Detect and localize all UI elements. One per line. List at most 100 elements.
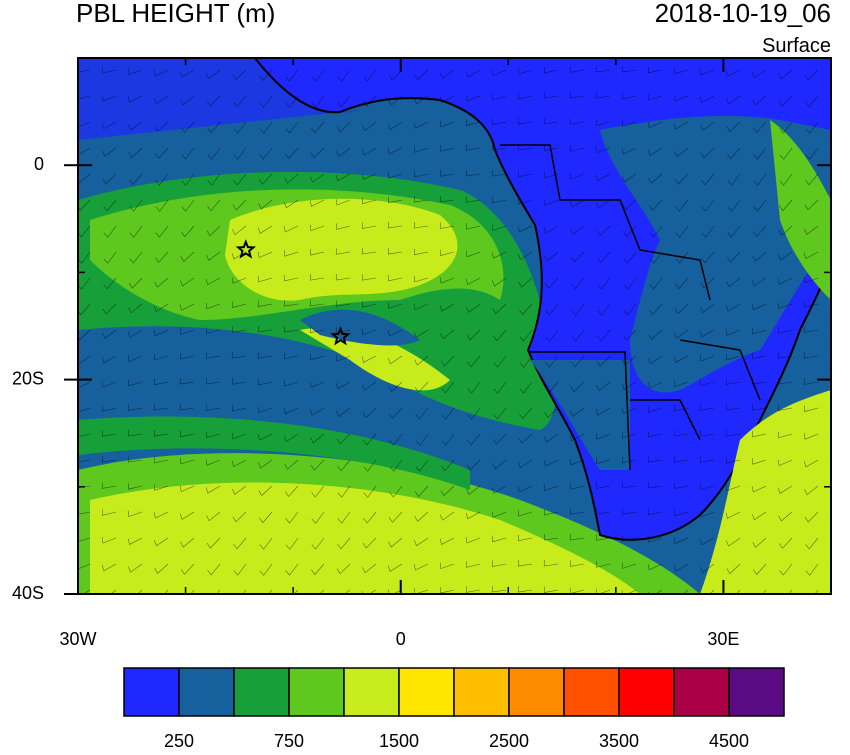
wind-barb xyxy=(232,69,247,81)
wind-barb xyxy=(257,251,273,259)
wind-barb xyxy=(751,378,767,385)
wind-barb xyxy=(596,119,611,126)
wind-barb xyxy=(805,537,819,550)
map-field xyxy=(78,58,831,594)
wind-barb xyxy=(153,456,169,464)
wind-barb xyxy=(440,145,455,152)
wind-barb xyxy=(517,170,533,178)
wind-barb xyxy=(101,355,117,364)
wind-barb xyxy=(727,147,741,160)
wind-barb xyxy=(805,173,819,186)
wind-barb xyxy=(621,66,637,73)
wind-barb xyxy=(543,508,559,516)
wind-barb xyxy=(285,537,299,550)
wind-barb xyxy=(309,224,325,232)
wind-barb xyxy=(389,433,403,446)
wind-barb xyxy=(597,303,611,316)
wind-barb xyxy=(154,251,169,263)
wind-barb xyxy=(310,173,325,183)
wind-barb xyxy=(414,95,429,105)
wind-barb xyxy=(752,95,767,106)
wind-barb xyxy=(154,277,169,288)
wind-barb xyxy=(363,485,377,498)
wind-barb xyxy=(336,589,351,594)
wind-barb xyxy=(259,95,273,108)
wind-barb xyxy=(439,95,455,104)
wind-barb xyxy=(674,147,689,158)
colorbar-box xyxy=(233,667,290,717)
wind-barb xyxy=(543,117,559,125)
wind-barb xyxy=(543,144,559,151)
wind-barb xyxy=(258,199,273,210)
wind-barb xyxy=(361,328,377,336)
wind-barb xyxy=(335,381,351,390)
wind-barb xyxy=(622,329,637,341)
wind-barb xyxy=(361,355,377,363)
wind-barb xyxy=(180,563,195,575)
wind-barb xyxy=(647,536,663,543)
wind-barb xyxy=(701,251,715,264)
wind-barb xyxy=(465,586,481,593)
wind-barb xyxy=(751,352,767,360)
wind-barb xyxy=(413,146,429,153)
y-tick-label: 0 xyxy=(34,154,44,174)
wind-barb xyxy=(647,121,663,129)
wind-barb xyxy=(414,355,429,366)
wind-barb xyxy=(179,378,195,385)
wind-barb xyxy=(389,485,403,498)
wind-barb xyxy=(283,352,299,360)
wind-barb xyxy=(285,563,299,576)
wind-barb xyxy=(647,66,663,74)
wind-barb xyxy=(700,303,715,313)
level: Surface xyxy=(762,35,831,57)
wind-barb xyxy=(231,326,247,333)
wind-barb xyxy=(179,511,195,520)
wind-barb xyxy=(803,378,819,385)
wind-barb xyxy=(648,303,663,315)
colorbar-box xyxy=(398,667,455,717)
wind-barb xyxy=(102,67,117,74)
wind-barb xyxy=(803,459,819,468)
wind-barb xyxy=(232,405,247,412)
wind-barb xyxy=(181,199,195,212)
wind-barb xyxy=(621,120,637,127)
wind-barb xyxy=(415,433,429,446)
wind-barb xyxy=(283,407,299,415)
wind-barb xyxy=(752,121,767,133)
wind-barb xyxy=(233,121,247,134)
wind-barb xyxy=(725,511,741,519)
wind-barb xyxy=(674,173,689,185)
wind-barb xyxy=(595,146,611,154)
wind-barb xyxy=(441,381,455,394)
wind-barb xyxy=(778,537,793,549)
wind-barb xyxy=(597,329,611,342)
wind-barb xyxy=(649,225,663,238)
wind-barb xyxy=(387,302,403,309)
wind-barb xyxy=(803,433,819,440)
wind-barb xyxy=(128,379,143,387)
wind-barb xyxy=(285,511,299,524)
wind-barb xyxy=(440,485,455,497)
wind-barb xyxy=(285,121,299,134)
wind-barb xyxy=(753,147,767,160)
wind-barb xyxy=(232,485,247,495)
wind-barb xyxy=(414,381,429,393)
wind-barb xyxy=(127,68,143,75)
wind-barb xyxy=(103,277,117,290)
wind-barb xyxy=(179,485,195,493)
wind-barb xyxy=(102,589,117,594)
field-patch xyxy=(225,198,458,301)
wind-barb xyxy=(621,534,637,542)
wind-barb xyxy=(725,303,741,312)
wind-barb xyxy=(127,95,143,103)
wind-barb xyxy=(102,329,117,339)
wind-barb xyxy=(284,173,299,184)
colorbar-label: 1500 xyxy=(379,731,419,750)
y-tick-label: 20S xyxy=(12,368,44,388)
wind-barb xyxy=(725,430,741,437)
wind-barb xyxy=(465,144,481,151)
wind-barb xyxy=(752,277,767,287)
wind-barb xyxy=(727,225,741,238)
wind-barb xyxy=(336,433,351,445)
wind-barb xyxy=(413,329,429,338)
